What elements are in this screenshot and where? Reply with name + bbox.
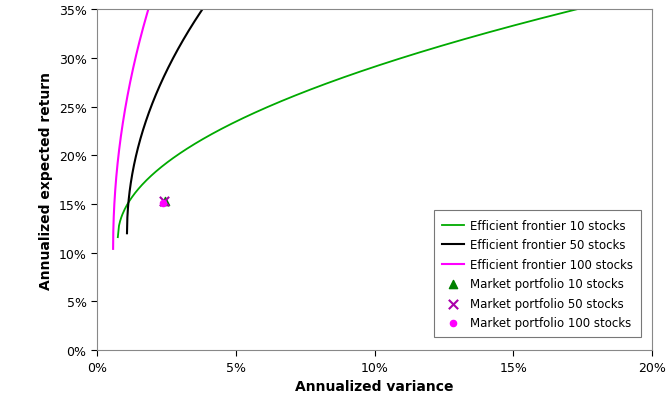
Line: Efficient frontier 10 stocks: Efficient frontier 10 stocks [118, 10, 577, 238]
Efficient frontier 100 stocks [145, 8, 153, 13]
Market portfolio 10 stocks [160, 198, 171, 205]
Efficient frontier 100 stocks [109, 247, 117, 252]
Efficient frontier 50 stocks [153, 91, 161, 96]
Efficient frontier 10 stocks [448, 41, 456, 46]
Efficient frontier 100 stocks [134, 44, 142, 49]
X-axis label: Annualized variance: Annualized variance [296, 379, 454, 393]
Efficient frontier 100 stocks [123, 96, 131, 101]
Line: Efficient frontier 100 stocks: Efficient frontier 100 stocks [113, 10, 149, 249]
Line: Efficient frontier 50 stocks: Efficient frontier 50 stocks [127, 10, 203, 234]
Efficient frontier 10 stocks [403, 55, 411, 60]
Efficient frontier 10 stocks [296, 92, 304, 97]
Efficient frontier 50 stocks [177, 41, 185, 46]
Efficient frontier 100 stocks [134, 43, 142, 48]
Efficient frontier 100 stocks [131, 57, 139, 62]
Efficient frontier 10 stocks [573, 8, 581, 13]
Market portfolio 100 stocks [158, 200, 169, 207]
Efficient frontier 50 stocks [123, 231, 131, 236]
Efficient frontier 100 stocks [113, 164, 121, 169]
Efficient frontier 50 stocks [178, 40, 186, 45]
Efficient frontier 50 stocks [148, 104, 156, 109]
Efficient frontier 10 stocks [169, 156, 177, 161]
Efficient frontier 50 stocks [132, 154, 140, 159]
Y-axis label: Annualized expected return: Annualized expected return [39, 72, 53, 289]
Market portfolio 50 stocks [159, 198, 169, 205]
Legend: Efficient frontier 10 stocks, Efficient frontier 50 stocks, Efficient frontier 1: Efficient frontier 10 stocks, Efficient … [434, 211, 641, 338]
Efficient frontier 100 stocks [120, 110, 128, 115]
Efficient frontier 50 stocks [171, 54, 179, 59]
Efficient frontier 10 stocks [264, 105, 272, 110]
Efficient frontier 10 stocks [446, 42, 454, 47]
Efficient frontier 10 stocks [114, 235, 122, 240]
Efficient frontier 50 stocks [199, 8, 207, 13]
